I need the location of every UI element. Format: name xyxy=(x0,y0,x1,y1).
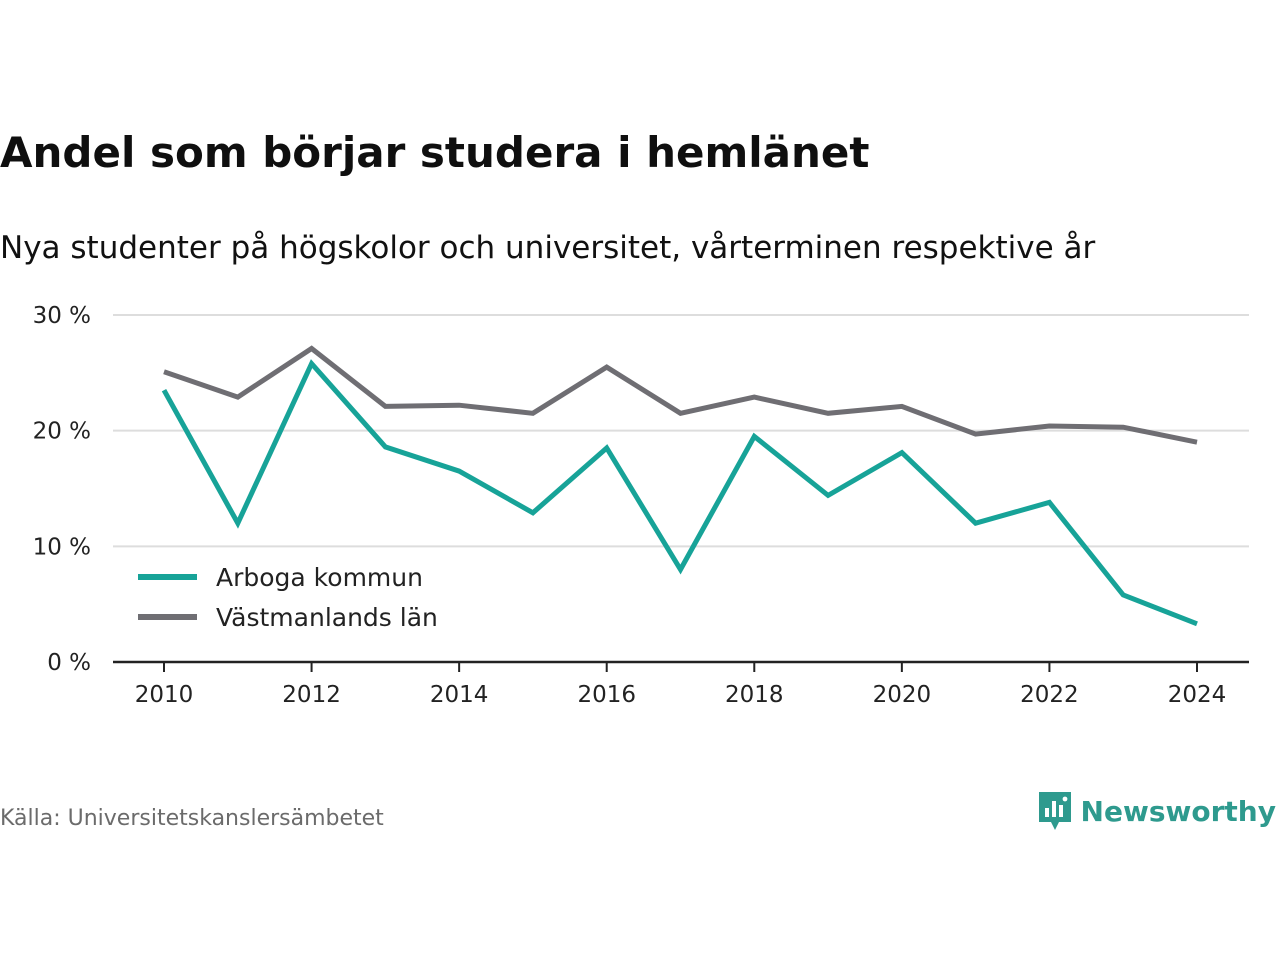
source-note: Källa: Universitetskanslersämbetet xyxy=(0,806,384,831)
x-tick-label: 2010 xyxy=(135,682,194,708)
series-line-v-stmanlands-l-n xyxy=(163,345,1198,445)
gridlines xyxy=(113,314,1249,548)
x-tick-label: 2012 xyxy=(282,682,341,708)
axes: 0 % 10 % 20 % 30 % 2010 2012 2014 2016 2018 2020 2… xyxy=(33,303,1249,708)
x-tick-label: 2024 xyxy=(1168,682,1227,708)
chart-title: Andel som börjar studera i hemlänet xyxy=(0,128,870,177)
brand-logo: Newsworthy xyxy=(1037,790,1276,832)
y-tick-label: 0 % xyxy=(47,650,91,676)
series-lines xyxy=(161,345,1198,627)
x-tick-label: 2022 xyxy=(1020,682,1079,708)
x-tick-label: 2020 xyxy=(873,682,932,708)
x-tick-label: 2014 xyxy=(430,682,489,708)
y-tick-label: 20 % xyxy=(33,419,91,445)
legend-label: Västmanlands län xyxy=(216,603,438,632)
x-tick-label: 2016 xyxy=(577,682,636,708)
chart-subtitle: Nya studenter på högskolor och universit… xyxy=(0,230,1096,266)
newsworthy-logo-icon xyxy=(1038,792,1071,830)
legend: Arboga kommun Västmanlands län xyxy=(138,563,438,632)
x-tick-label: 2018 xyxy=(725,682,784,708)
y-tick-label: 30 % xyxy=(33,303,91,329)
brand-name: Newsworthy xyxy=(1080,794,1276,828)
y-tick-label: 10 % xyxy=(33,534,91,560)
legend-label: Arboga kommun xyxy=(216,563,423,592)
